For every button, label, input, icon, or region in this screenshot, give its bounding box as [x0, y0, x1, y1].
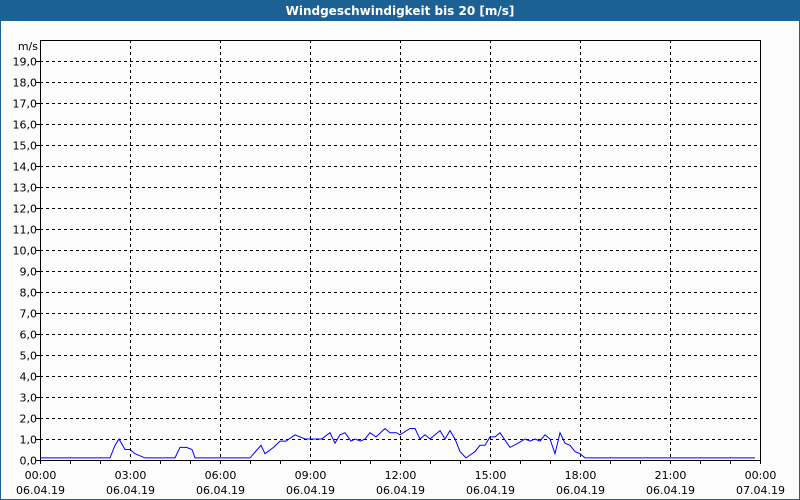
- y-tick-label: 13,0: [13, 182, 38, 195]
- x-tick-label-time: 00:00: [745, 469, 777, 482]
- y-tick-label: 0,0: [20, 455, 38, 468]
- y-tick-label: 11,0: [13, 224, 38, 237]
- x-tick-label-date: 06.04.19: [556, 484, 605, 497]
- x-tick-label-date: 06.04.19: [106, 484, 155, 497]
- window-title: Windgeschwindigkeit bis 20 [m/s]: [0, 0, 800, 21]
- x-tick-label-date: 06.04.19: [376, 484, 425, 497]
- y-tick-label: 16,0: [13, 119, 38, 132]
- y-tick-label: 7,0: [20, 308, 38, 321]
- x-tick-label-time: 15:00: [475, 469, 507, 482]
- x-tick-label-time: 21:00: [655, 469, 687, 482]
- x-tick-label-date: 06.04.19: [16, 484, 65, 497]
- x-tick-label-date: 06.04.19: [196, 484, 245, 497]
- y-tick-label: 10,0: [13, 245, 38, 258]
- y-tick-label: 17,0: [13, 98, 38, 111]
- x-tick-label-time: 06:00: [205, 469, 237, 482]
- y-tick-label: 1,0: [20, 434, 38, 447]
- y-tick-label: 5,0: [20, 350, 38, 363]
- y-tick-label: 12,0: [13, 203, 38, 216]
- x-tick-label-time: 09:00: [295, 469, 327, 482]
- plot-frame: [40, 40, 761, 461]
- x-tick-label-time: 03:00: [115, 469, 147, 482]
- x-tick-label-time: 12:00: [385, 469, 417, 482]
- y-tick-label: 14,0: [13, 161, 38, 174]
- x-tick-label-time: 00:00: [25, 469, 57, 482]
- y-tick-label: 18,0: [13, 77, 38, 90]
- y-tick-label: 8,0: [20, 287, 38, 300]
- y-tick-label: 2,0: [20, 413, 38, 426]
- y-tick-label: 9,0: [20, 266, 38, 279]
- wind-speed-line: [40, 427, 755, 459]
- y-axis-unit: m/s: [18, 40, 38, 53]
- y-tick-label: 3,0: [20, 392, 38, 405]
- y-tick-label: 6,0: [20, 329, 38, 342]
- y-tick-label: 4,0: [20, 371, 38, 384]
- x-tick-label-time: 18:00: [565, 469, 597, 482]
- y-tick-label: 15,0: [13, 140, 38, 153]
- x-tick-label-date: 06.04.19: [646, 484, 695, 497]
- x-tick-label-date: 06.04.19: [286, 484, 335, 497]
- x-tick-label-date: 07.04.19: [736, 484, 785, 497]
- y-tick-label: 19,0: [13, 56, 38, 69]
- x-tick-label-date: 06.04.19: [466, 484, 515, 497]
